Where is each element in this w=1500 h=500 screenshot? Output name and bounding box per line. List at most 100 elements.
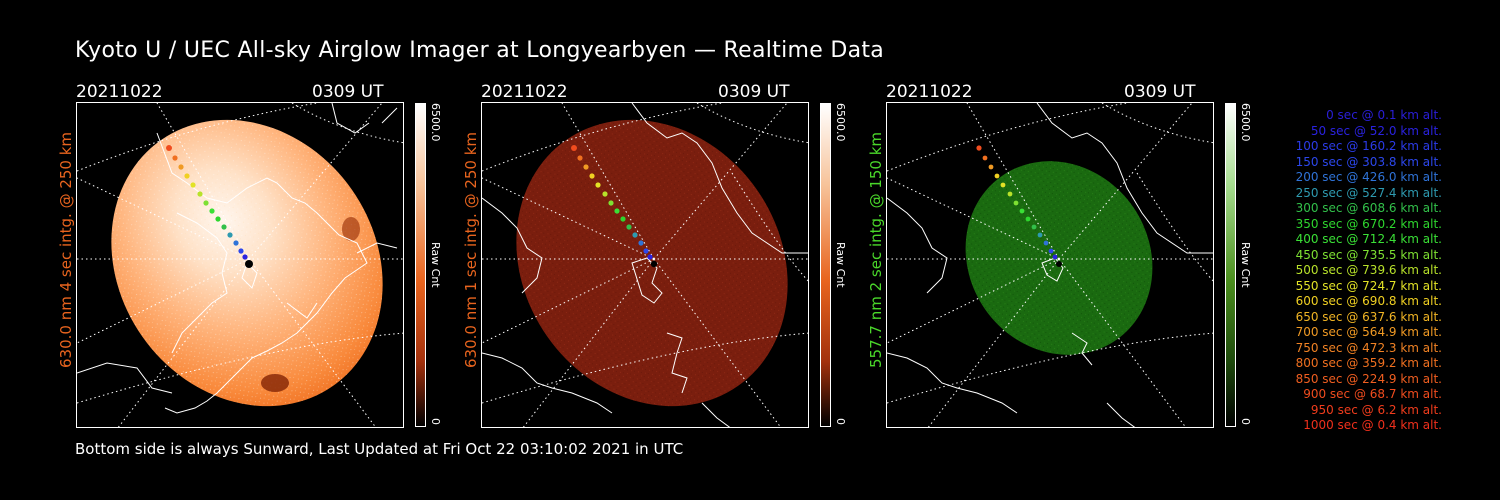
legend-time: 100 sec @: [1295, 139, 1359, 153]
legend-altitude: 712.4 km alt.: [1362, 232, 1442, 246]
legend-altitude: 68.7 km alt.: [1369, 387, 1442, 401]
panel-1-colorbar-min: 0: [429, 418, 442, 425]
legend-altitude: 160.2 km alt.: [1362, 139, 1442, 153]
latitude-longitude-grid: [887, 103, 1213, 427]
panel-2-date: 20211022: [481, 82, 568, 102]
panel-1-colorbar-unit: Raw Cnt: [429, 242, 442, 288]
legend-row: 600 sec @ 690.8 km alt.: [1262, 294, 1442, 310]
legend-time: 350 sec @: [1295, 216, 1359, 231]
trajectory-legend: 0 sec @ 0.1 km alt. 50 sec @ 52.0 km alt.…: [1262, 108, 1442, 434]
legend-time: 900 sec @: [1303, 387, 1366, 401]
legend-altitude: 564.9 km alt.: [1362, 325, 1442, 339]
legend-altitude: 472.3 km alt.: [1362, 340, 1442, 355]
panel-1-time: 0309 UT: [312, 82, 384, 102]
airglow-ellipse-557-2s: [965, 161, 1153, 355]
legend-row: 50 sec @ 52.0 km alt.: [1262, 124, 1442, 140]
panel-3-image: [886, 102, 1214, 428]
panel-3-colorbar-min: 0: [1239, 418, 1252, 425]
airglow-ellipse-630-4s: [111, 119, 383, 407]
panel-2-time: 0309 UT: [718, 82, 790, 102]
legend-altitude: 690.8 km alt.: [1362, 294, 1442, 308]
legend-altitude: 0.1 km alt.: [1377, 108, 1442, 122]
legend-time: 500 sec @: [1295, 263, 1359, 277]
legend-altitude: 224.9 km alt.: [1362, 371, 1442, 386]
legend-altitude: 735.5 km alt.: [1362, 247, 1442, 262]
legend-row: 850 sec @ 224.9 km alt.: [1262, 372, 1442, 388]
legend-row: 950 sec @ 6.2 km alt.: [1262, 403, 1442, 419]
trajectory-dots: [166, 145, 253, 268]
legend-time: 250 sec @: [1295, 185, 1359, 200]
panel-1-date: 20211022: [76, 82, 163, 102]
legend-altitude: 608.6 km alt.: [1362, 201, 1442, 215]
legend-row: 800 sec @ 359.2 km alt.: [1262, 356, 1442, 372]
panel-3-colorbar-unit: Raw Cnt: [1239, 242, 1252, 288]
legend-row: 150 sec @ 303.8 km alt.: [1262, 155, 1442, 171]
panel-3-time: 0309 UT: [1124, 82, 1196, 102]
panel-2-colorbar-min: 0: [834, 418, 847, 425]
panel-1-colorbar-max: 6500.0: [429, 103, 442, 142]
legend-row: 700 sec @ 564.9 km alt.: [1262, 325, 1442, 341]
legend-time: 200 sec @: [1295, 170, 1359, 184]
legend-row: 1000 sec @ 0.4 km alt.: [1262, 418, 1442, 434]
legend-row: 750 sec @ 472.3 km alt.: [1262, 341, 1442, 357]
legend-time: 150 sec @: [1295, 154, 1359, 169]
legend-time: 450 sec @: [1295, 247, 1359, 262]
legend-time: 400 sec @: [1295, 232, 1359, 246]
panel-2-colorbar-unit: Raw Cnt: [834, 242, 847, 288]
panel-2-ylabel: 630.0 nm 1 sec intg. @ 250 km: [462, 131, 480, 368]
airglow-ellipse-630-1s: [516, 119, 788, 407]
panel-2-colorbar-max: 6500.0: [834, 103, 847, 142]
panel-2-image: [481, 102, 809, 428]
panel-1-ylabel: 630.0 nm 4 sec intg. @ 250 km: [57, 131, 75, 368]
legend-time: 950 sec @: [1310, 402, 1374, 417]
legend-row: 500 sec @ 739.6 km alt.: [1262, 263, 1442, 279]
legend-altitude: 527.4 km alt.: [1362, 185, 1442, 200]
page-title: Kyoto U / UEC All-sky Airglow Imager at …: [75, 38, 885, 63]
legend-row: 900 sec @ 68.7 km alt.: [1262, 387, 1442, 403]
legend-row: 450 sec @ 735.5 km alt.: [1262, 248, 1442, 264]
legend-row: 200 sec @ 426.0 km alt.: [1262, 170, 1442, 186]
coastline-map: [77, 103, 398, 414]
legend-time: 750 sec @: [1295, 340, 1359, 355]
trajectory-dots: [571, 145, 658, 268]
legend-row: 550 sec @ 724.7 km alt.: [1262, 279, 1442, 295]
legend-altitude: 637.6 km alt.: [1362, 309, 1442, 324]
legend-time: 550 sec @: [1295, 278, 1359, 293]
panel-1-colorbar: [415, 103, 426, 427]
legend-time: 300 sec @: [1295, 201, 1359, 215]
panel-3-ylabel: 557.7 nm 2 sec intg. @ 150 km: [867, 131, 885, 368]
panel-3-date: 20211022: [886, 82, 973, 102]
legend-altitude: 0.4 km alt.: [1377, 418, 1442, 432]
panel-3-colorbar-max: 6500.0: [1239, 103, 1252, 142]
panel-1-image: [76, 102, 404, 428]
legend-time: 50 sec @: [1310, 123, 1366, 138]
legend-row: 650 sec @ 637.6 km alt.: [1262, 310, 1442, 326]
legend-altitude: 359.2 km alt.: [1362, 356, 1442, 370]
legend-time: 600 sec @: [1295, 294, 1359, 308]
legend-time: 700 sec @: [1295, 325, 1359, 339]
footer-note: Bottom side is always Sunward, Last Upda…: [75, 440, 684, 458]
coastline-map: [482, 103, 808, 427]
legend-time: 1000 sec @: [1303, 418, 1374, 432]
legend-altitude: 670.2 km alt.: [1362, 216, 1442, 231]
panel-2-colorbar: [820, 103, 831, 427]
latitude-longitude-grid: [482, 103, 808, 427]
legend-time: 0 sec @: [1326, 108, 1374, 122]
legend-time: 850 sec @: [1295, 371, 1359, 386]
legend-row: 100 sec @ 160.2 km alt.: [1262, 139, 1442, 155]
legend-altitude: 52.0 km alt.: [1369, 123, 1442, 138]
legend-altitude: 724.7 km alt.: [1362, 278, 1442, 293]
legend-row: 350 sec @ 670.2 km alt.: [1262, 217, 1442, 233]
legend-time: 800 sec @: [1295, 356, 1359, 370]
legend-time: 650 sec @: [1295, 309, 1359, 324]
legend-row: 300 sec @ 608.6 km alt.: [1262, 201, 1442, 217]
legend-row: 250 sec @ 527.4 km alt.: [1262, 186, 1442, 202]
legend-altitude: 739.6 km alt.: [1362, 263, 1442, 277]
panel-3-colorbar: [1225, 103, 1236, 427]
legend-altitude: 426.0 km alt.: [1362, 170, 1442, 184]
trajectory-dots: [976, 145, 1062, 267]
legend-row: 400 sec @ 712.4 km alt.: [1262, 232, 1442, 248]
legend-row: 0 sec @ 0.1 km alt.: [1262, 108, 1442, 124]
legend-altitude: 303.8 km alt.: [1362, 154, 1442, 169]
legend-altitude: 6.2 km alt.: [1377, 402, 1442, 417]
